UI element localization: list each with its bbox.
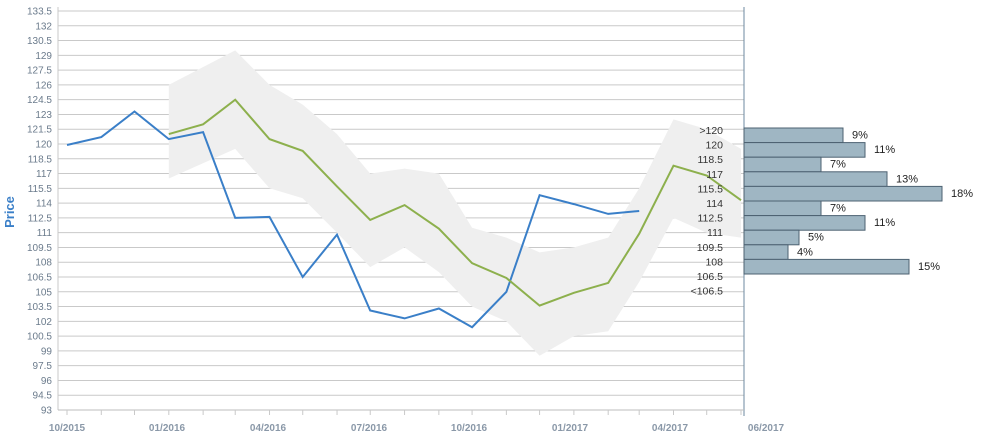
y-tick-label: 124.5 xyxy=(27,95,52,106)
series-line-2 xyxy=(168,98,742,307)
distribution-bar xyxy=(743,215,866,231)
distribution-bar xyxy=(743,229,800,246)
series-line-1 xyxy=(66,110,640,329)
y-tick-label: 112.5 xyxy=(28,213,53,224)
y-tick-label: 96 xyxy=(41,376,53,387)
distribution-bar xyxy=(743,127,844,144)
distribution-bin-label: 117 xyxy=(706,169,723,181)
y-tick-label: 99 xyxy=(41,346,53,357)
x-tick-label: 06/2017 xyxy=(748,423,785,434)
y-tick-label: 123 xyxy=(35,110,52,121)
distribution-bar-percent: 13% xyxy=(896,173,918,185)
distribution-bar-percent: 7% xyxy=(830,203,846,215)
x-tick-label: 07/2016 xyxy=(351,423,388,434)
y-tick-label: 127.5 xyxy=(27,66,52,77)
distribution-bar xyxy=(743,244,789,260)
distribution-bar xyxy=(743,258,910,275)
x-axis-ticks: 10/2015 01/2016 04/2016 07/2016 10/2016 01/20… xyxy=(49,410,785,434)
distribution-bin-label: >120 xyxy=(699,125,723,137)
distribution-bin-label: 111 xyxy=(707,227,723,239)
distribution-bar xyxy=(743,200,822,217)
y-tick-label: 117 xyxy=(36,169,52,180)
y-tick-label: 114 xyxy=(36,199,52,210)
y-tick-label: 102 xyxy=(35,317,52,328)
y-tick-label: 120 xyxy=(35,140,52,151)
distribution-bar-percent: 11% xyxy=(874,217,895,229)
distribution-bar-percent: 9% xyxy=(852,130,868,142)
distribution-bin-label: 115.5 xyxy=(698,183,724,195)
distribution-bin-label: 108 xyxy=(705,256,723,268)
distribution-bin-label: 114 xyxy=(706,198,723,210)
y-tick-label: 108 xyxy=(35,258,52,269)
distribution-bar-percent: 15% xyxy=(918,261,940,273)
x-tick-label: 04/2016 xyxy=(250,423,287,434)
y-tick-label: 115.5 xyxy=(28,184,53,195)
distribution-bar-percent: 4% xyxy=(797,246,813,258)
x-tick-label: 01/2017 xyxy=(552,423,589,434)
y-axis-label: Price xyxy=(2,196,17,228)
y-tick-label: 133.5 xyxy=(27,7,52,18)
y-tick-label: 129 xyxy=(35,51,52,62)
y-tick-label: 94.5 xyxy=(33,391,53,402)
y-tick-label: 97.5 xyxy=(33,361,53,372)
y-tick-label: 111 xyxy=(37,228,53,239)
y-tick-label: 121.5 xyxy=(27,125,52,136)
y-tick-label: 103.5 xyxy=(27,302,52,313)
x-tick-label: 10/2016 xyxy=(451,423,488,434)
distribution-bar xyxy=(743,156,822,173)
distribution-bars: >120 9% 120 11% 118.5 7% 117 13% 115.5 18% 114 7% 11… xyxy=(691,125,974,298)
series-lines xyxy=(66,98,742,329)
distribution-bin-label: 106.5 xyxy=(697,271,723,283)
y-tick-label: 130.5 xyxy=(27,36,52,47)
distribution-bar-percent: 18% xyxy=(951,188,973,200)
x-tick-label: 04/2017 xyxy=(652,423,689,434)
distribution-bin-label: 118.5 xyxy=(698,154,724,166)
forecast-band-area xyxy=(168,50,742,356)
distribution-bin-label: 109.5 xyxy=(697,242,723,254)
y-tick-label: 105 xyxy=(35,287,52,298)
x-tick-label: 10/2015 xyxy=(49,423,86,434)
y-tick-label: 106.5 xyxy=(27,273,52,284)
y-tick-label: 109.5 xyxy=(27,243,52,254)
distribution-bar xyxy=(743,142,866,158)
y-axis-ticks: 133.5 132 130.5 129 127.5 126 124.5 123 121.5 120… xyxy=(27,7,52,417)
y-tick-label: 132 xyxy=(35,21,52,32)
distribution-bar xyxy=(743,185,943,202)
distribution-bar-percent: 7% xyxy=(830,159,846,171)
distribution-bar-percent: 5% xyxy=(808,232,824,244)
y-tick-label: 126 xyxy=(35,80,52,91)
forecast-band xyxy=(168,50,742,356)
distribution-bar xyxy=(743,171,888,187)
distribution-bin-label: 120 xyxy=(705,140,723,152)
y-tick-label: 118.5 xyxy=(28,154,53,165)
y-tick-label: 100.5 xyxy=(27,332,52,343)
x-tick-label: 01/2016 xyxy=(149,423,186,434)
distribution-bin-label: <106.5 xyxy=(691,286,724,298)
distribution-bar-percent: 11% xyxy=(874,144,895,156)
distribution-bin-label: 112.5 xyxy=(698,213,724,225)
y-tick-label: 93 xyxy=(41,406,53,417)
